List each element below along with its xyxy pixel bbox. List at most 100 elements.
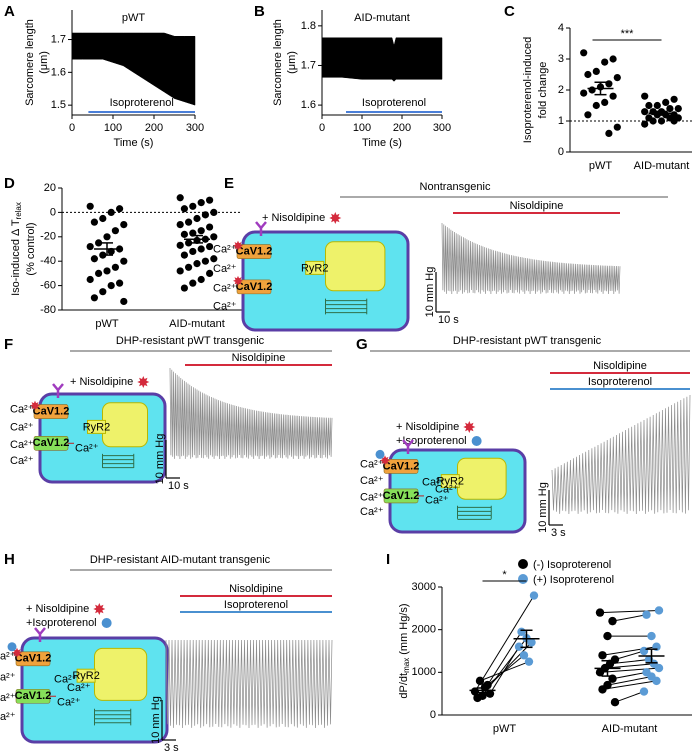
data-point <box>210 255 218 263</box>
drug-label: + Nisoldipine <box>26 603 89 615</box>
legend-marker <box>518 559 528 569</box>
significance-label: *** <box>621 28 635 40</box>
data-point <box>601 98 609 106</box>
data-point <box>180 230 188 238</box>
y-tick-label: 1.6 <box>301 99 316 111</box>
drug-icon <box>7 642 17 652</box>
data-point <box>189 202 197 210</box>
treatment-label: Nisoldipine <box>593 360 647 372</box>
pressure-trace <box>165 639 333 729</box>
ryr2-label: RyR2 <box>301 262 329 274</box>
drug-icon <box>30 400 40 411</box>
panel-label: C <box>504 3 515 20</box>
y-tick-label: 2 <box>558 84 564 96</box>
ion-label: Ca²⁺ <box>213 244 237 256</box>
x-tick-label: AID-mutant <box>602 723 658 735</box>
ion-label: Ca²⁺ <box>10 421 34 433</box>
drug-icon <box>233 240 243 251</box>
data-point <box>86 242 94 251</box>
channel-label: CaV1.2 <box>236 281 273 293</box>
y-tick-label: 1.6 <box>51 66 66 78</box>
data-point <box>120 257 128 265</box>
pair-line <box>614 650 645 661</box>
channel-label: CaV1.2 <box>383 460 420 472</box>
data-point <box>120 221 128 229</box>
ryr2-box <box>305 260 325 275</box>
pair-line <box>599 609 660 614</box>
data-point <box>674 105 682 113</box>
data-point <box>588 86 596 94</box>
diagram-title: DHP-resistant pWT transgenic <box>453 335 602 347</box>
data-point <box>642 610 651 619</box>
y-axis-label: Sarcomere length <box>272 19 284 106</box>
legend-marker <box>518 574 528 584</box>
data-point <box>603 631 612 641</box>
channel <box>15 651 51 667</box>
ion-label: Ca²⁺ <box>213 300 237 312</box>
data-point <box>519 651 529 660</box>
data-point <box>103 233 111 241</box>
significance-label: * <box>502 569 507 581</box>
pair-line <box>607 676 652 686</box>
treatment-label: Isoproterenol <box>588 376 652 388</box>
trace <box>71 32 196 106</box>
channel-label: CaV1.2 <box>236 246 273 258</box>
data-point <box>95 239 103 247</box>
channel <box>383 459 419 474</box>
y-tick-label: -40 <box>40 255 56 267</box>
y-axis-label: Iso-induced Δ Trelax <box>10 202 23 296</box>
ion-label: Ca²⁺ <box>10 439 34 451</box>
data-point <box>605 129 613 137</box>
scale-label-x: 3 s <box>551 527 566 539</box>
treatment-label: Nisoldipine <box>232 352 286 364</box>
ion-label: Ca²⁺ <box>0 711 16 723</box>
data-point <box>197 227 205 235</box>
ryr2-box <box>440 474 460 489</box>
x-tick-label: pWT <box>493 723 517 735</box>
data-point <box>107 208 115 216</box>
sarcoplasmic-reticulum <box>94 647 148 701</box>
channel <box>33 404 69 419</box>
channel-label: CaV1.2 <box>383 490 420 502</box>
data-point <box>609 92 617 100</box>
data-point <box>584 70 592 79</box>
drug-icon <box>329 212 342 224</box>
data-point <box>584 111 592 119</box>
pair-line <box>602 646 657 656</box>
drug-icon <box>93 603 106 615</box>
channel-label: CaV1.2 <box>33 406 70 418</box>
data-point <box>652 676 661 686</box>
data-point <box>662 98 670 106</box>
annotation: Isoproterenol <box>110 97 174 109</box>
y-axis-label: (μm) <box>286 51 298 74</box>
data-point <box>610 698 620 707</box>
y-tick-label: 1 <box>558 115 564 127</box>
trace <box>321 37 443 82</box>
data-point <box>514 642 524 651</box>
data-point <box>605 80 613 88</box>
data-point <box>210 233 218 241</box>
data-point <box>189 279 197 287</box>
panel-label: H <box>4 551 15 568</box>
data-point <box>206 269 214 277</box>
data-point <box>103 267 111 275</box>
ion-label: Ca²⁺ <box>10 455 34 467</box>
data-point <box>99 288 107 296</box>
data-point <box>197 199 205 207</box>
data-point <box>641 108 649 116</box>
scale-label-x: 10 s <box>168 480 189 492</box>
drug-label: +Isoproterenol <box>26 617 97 629</box>
ryr2-label: RyR2 <box>83 421 111 433</box>
data-point <box>107 282 115 290</box>
ion-label: Ca²⁺ <box>0 692 16 704</box>
pressure-trace <box>169 367 333 460</box>
pair-line <box>612 614 647 622</box>
data-point <box>185 239 193 247</box>
data-point <box>609 55 617 63</box>
panel-label: I <box>386 551 390 568</box>
y-tick-label: 1.7 <box>301 59 316 71</box>
data-point <box>613 123 621 131</box>
y-tick-label: 1000 <box>412 666 436 678</box>
data-point <box>176 221 184 229</box>
y-tick-label: 1.7 <box>51 33 66 45</box>
